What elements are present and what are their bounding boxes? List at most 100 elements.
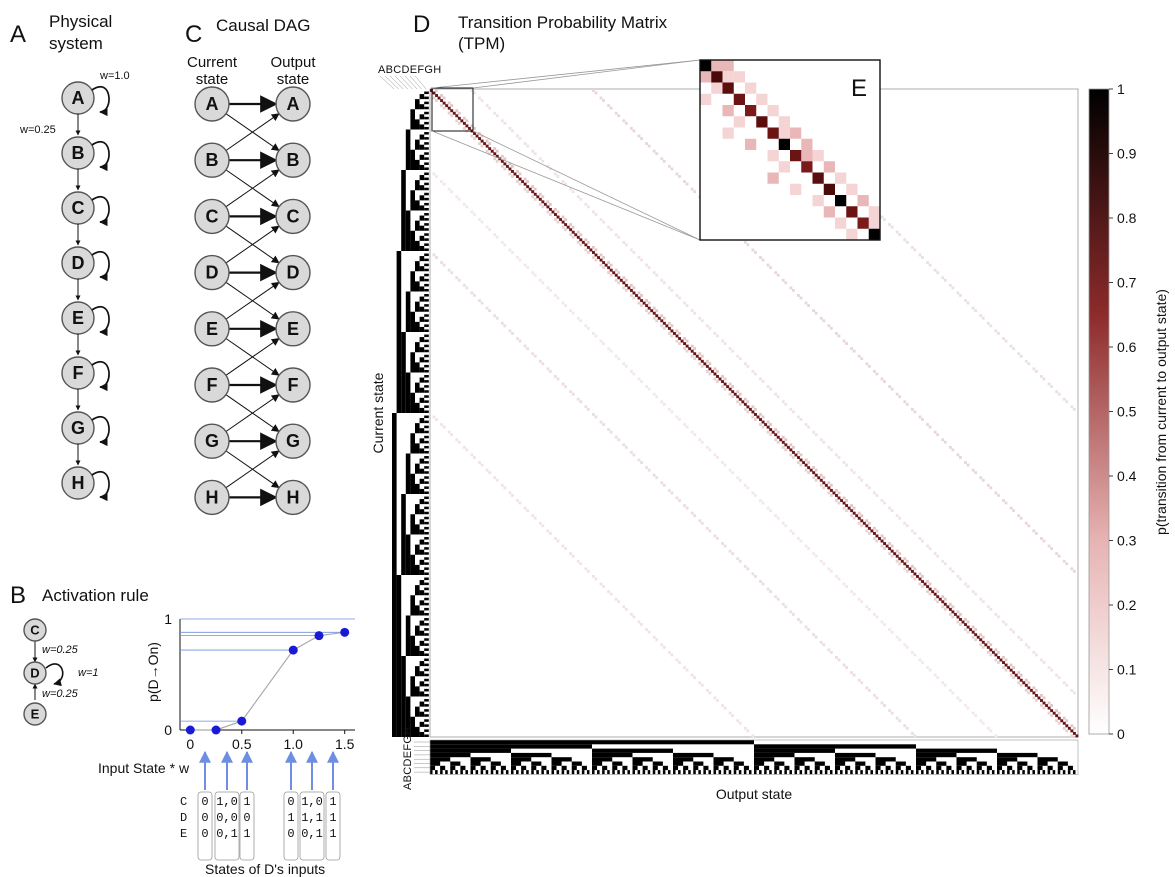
tpm-offdiag-cell — [629, 369, 633, 373]
tpm-diagonal-cell — [698, 357, 702, 361]
row-bit-block — [424, 562, 429, 565]
row-bit-block — [424, 147, 429, 150]
tpm-offdiag-cell — [531, 185, 535, 189]
current-state-header-2: state — [196, 71, 229, 88]
tpm-offdiag-cell — [432, 253, 436, 257]
tpm-offdiag-cell — [829, 650, 833, 654]
column-bit-block — [1007, 770, 1010, 775]
inset-offdiag-cell — [778, 116, 790, 128]
tpm-offdiag-cell — [716, 537, 719, 540]
tpm-offdiag-cell — [769, 266, 773, 270]
tpm-offdiag-cell — [926, 261, 929, 264]
tpm-offdiag-cell — [1042, 696, 1046, 700]
tpm-offdiag-cell — [435, 418, 438, 421]
tpm-offdiag-cell — [860, 357, 864, 361]
column-bit-block — [966, 765, 972, 771]
row-bit-block — [419, 195, 425, 201]
column-bit-block — [733, 761, 744, 766]
tpm-offdiag-cell — [751, 572, 755, 576]
tpm-offdiag-cell — [556, 220, 560, 224]
column-bit-block — [571, 761, 582, 766]
tpm-offdiag-cell — [556, 210, 560, 214]
tpm-offdiag-cell — [807, 425, 810, 429]
tpm-offdiag-cell — [880, 534, 884, 538]
tpm-offdiag-cell — [541, 281, 545, 285]
tpm-offdiag-cell — [738, 559, 742, 563]
tpm-offdiag-cell — [769, 387, 773, 391]
tpm-offdiag-cell — [511, 129, 514, 133]
row-bit-block — [424, 597, 429, 601]
tpm-diagonal-cell — [467, 126, 471, 130]
row-bit-block — [415, 281, 420, 292]
tpm-offdiag-cell — [890, 630, 894, 634]
tpm-offdiag-cell — [837, 577, 841, 581]
tpm-offdiag-cell — [693, 347, 697, 351]
tpm-diagonal-cell — [637, 296, 641, 300]
tpm-diagonal-cell — [655, 314, 659, 318]
tpm-offdiag-cell — [721, 704, 724, 707]
inset-matrix — [700, 60, 880, 240]
tpm-offdiag-cell — [533, 187, 537, 191]
inset-offdiag-cell — [801, 138, 813, 150]
tpm-diagonal-cell — [931, 590, 935, 594]
x-tick-label: 1.0 — [284, 736, 304, 752]
column-bit-block — [921, 770, 924, 775]
tpm-offdiag-cell — [607, 590, 611, 594]
tpm-offdiag-cell — [1017, 635, 1021, 639]
tpm-offdiag-cell — [485, 149, 489, 153]
node-g — [61, 411, 95, 445]
tpm-offdiag-cell — [905, 559, 909, 563]
tpm-offdiag-cell — [683, 347, 686, 351]
self-loop-a — [91, 86, 110, 117]
tpm-offdiag-cell — [602, 99, 605, 102]
state-cell: 1 — [287, 811, 294, 825]
column-bit-block — [946, 765, 952, 771]
tpm-offdiag-cell — [564, 304, 567, 307]
row-bit-block — [424, 628, 429, 631]
tpm-offdiag-cell — [814, 311, 818, 315]
column-bit-block — [986, 765, 992, 771]
tpm-offdiag-cell — [979, 314, 983, 318]
tpm-offdiag-cell — [759, 377, 762, 381]
tpm-diagonal-cell — [624, 283, 628, 287]
tpm-diagonal-cell — [1060, 719, 1064, 723]
tpm-diagonal-cell — [746, 405, 750, 409]
tpm-offdiag-cell — [455, 438, 459, 442]
tpm-offdiag-cell — [835, 499, 838, 502]
state-cell: 0 — [243, 811, 250, 825]
tpm-offdiag-cell — [842, 461, 846, 464]
tpm-offdiag-cell — [754, 407, 757, 411]
tpm-offdiag-cell — [586, 205, 590, 209]
tpm-offdiag-cell — [660, 314, 664, 318]
tpm-offdiag-cell — [981, 600, 985, 604]
tpm-offdiag-cell — [1017, 514, 1021, 518]
tpm-offdiag-cell — [997, 650, 1000, 654]
tpm-offdiag-cell — [865, 362, 869, 366]
state-cell: 1 — [329, 827, 336, 841]
tpm-offdiag-cell — [743, 726, 747, 730]
current-node-a — [194, 86, 230, 122]
output-node-f — [275, 367, 311, 403]
output-state-header-2: state — [277, 71, 310, 88]
column-bit-block — [794, 765, 800, 771]
row-bit-block — [424, 218, 429, 221]
column-bit-block — [819, 770, 823, 775]
row-bit-block — [405, 291, 411, 332]
inset-offdiag-cell — [745, 138, 757, 150]
tpm-offdiag-cell — [898, 638, 902, 642]
tpm-offdiag-cell — [586, 240, 590, 244]
row-bit-block — [410, 514, 415, 535]
tpm-offdiag-cell — [1034, 699, 1038, 702]
row-bit-block — [415, 645, 420, 656]
column-bit-block — [1037, 765, 1043, 771]
output-node-c — [275, 198, 311, 235]
tpm-offdiag-cell — [746, 729, 750, 733]
tpm-offdiag-cell — [592, 210, 595, 214]
column-bit-block — [926, 765, 932, 771]
tpm-offdiag-cell — [462, 126, 466, 130]
data-point — [314, 631, 324, 641]
column-bit-block — [465, 770, 468, 775]
column-bit-block — [576, 770, 580, 775]
tpm-offdiag-cell — [842, 582, 846, 586]
tpm-diagonal-cell — [1007, 666, 1011, 670]
